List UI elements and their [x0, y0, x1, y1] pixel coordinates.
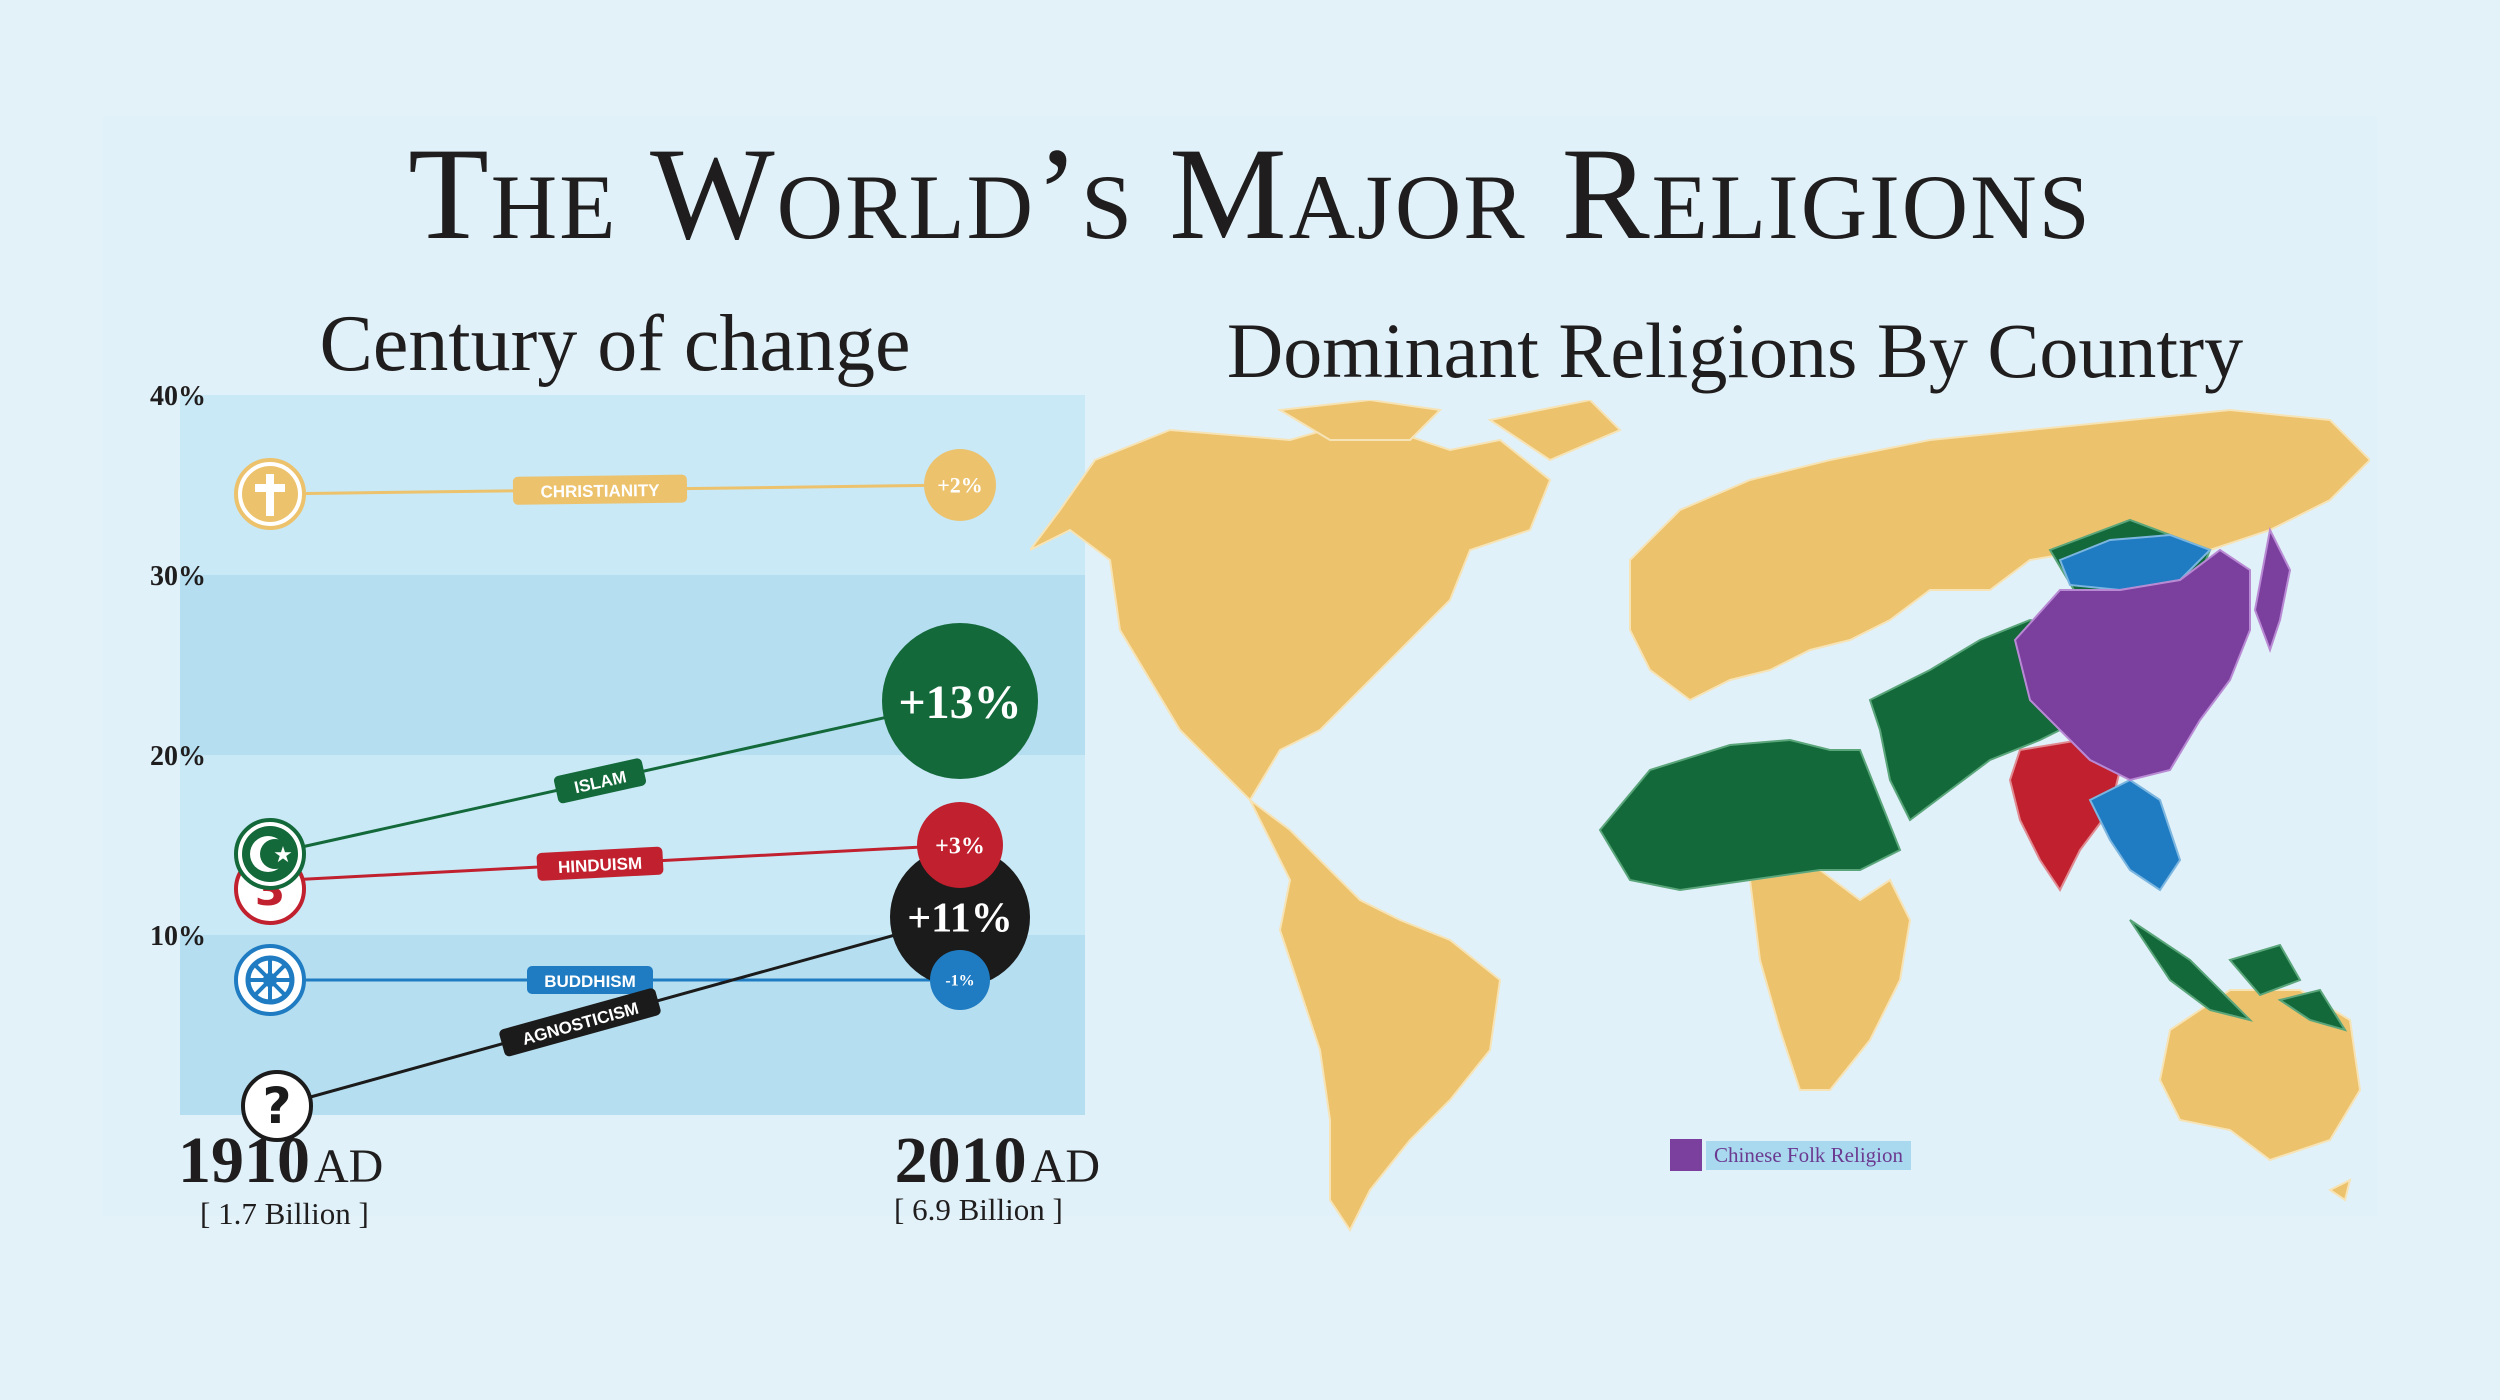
legend-label-folk: Chinese Folk Religion: [1706, 1140, 1911, 1170]
y-tick-label: 20%: [150, 741, 206, 772]
y-tick-label: 40%: [150, 381, 206, 412]
hinduism-series-label: HINDUISM: [558, 854, 643, 877]
islam-end-bubble: [882, 623, 1038, 779]
religion-change-chart: 40%30%20%10%CHRISTIANITYISLAMHINDUISMBUD…: [150, 381, 1085, 1142]
start-year-label: 1910 AD: [178, 1128, 418, 1194]
y-tick-label: 30%: [150, 561, 206, 592]
start-population: [ 1.7 Billion ]: [200, 1196, 369, 1231]
end-year: 2010: [894, 1124, 1027, 1197]
map-legend: Chinese Folk Religion: [1670, 1138, 1911, 1172]
world-map: [1030, 400, 2370, 1232]
buddhism-label-bg: [527, 966, 653, 994]
agnosticism-label-bg: [499, 988, 661, 1057]
question-mark-icon: ?: [262, 1077, 291, 1135]
christianity-series-label: CHRISTIANITY: [540, 481, 660, 502]
cross-icon: [266, 474, 274, 516]
end-population: [ 6.9 Billion ]: [894, 1192, 1063, 1227]
start-year: 1910: [178, 1124, 310, 1197]
dharma-wheel-spoke: [253, 978, 272, 997]
agnosticism-change-label: +11%: [907, 896, 1013, 942]
crescent-cut: [260, 839, 290, 869]
map-land-folk: [2013, 526, 2292, 782]
islam-label-bg: [554, 758, 646, 804]
christianity-label-pill: CHRISTIANITY: [512, 474, 688, 505]
cross-icon-bar: [255, 484, 285, 492]
buddhism-change-label: -1%: [945, 973, 974, 990]
hinduism-label-bg: [536, 846, 664, 881]
dharma-wheel-spoke: [268, 963, 287, 982]
end-era: AD: [1030, 1140, 1100, 1193]
agnosticism-end-bubble: [890, 847, 1030, 987]
hinduism-change-label: +3%: [935, 833, 985, 859]
buddhism-label-pill: BUDDHISM: [527, 966, 653, 994]
dharma-wheel-spoke: [268, 978, 287, 997]
christianity-end-bubble: [924, 449, 996, 521]
agnosticism-start-circle: [241, 1070, 313, 1142]
star-icon: ★: [273, 843, 293, 868]
chart-title: Century of change: [319, 300, 911, 388]
dharma-wheel-spoke: [253, 963, 272, 982]
buddhism-end-bubble: [930, 950, 990, 1010]
legend-swatch-folk: [1670, 1139, 1702, 1171]
christianity-label-bg: [512, 474, 688, 505]
buddhism-series-label: BUDDHISM: [544, 972, 636, 991]
hinduism-end-bubble: [917, 802, 1003, 888]
hinduism-label-pill: HINDUISM: [536, 846, 664, 881]
end-year-label: 2010 AD: [860, 1128, 1100, 1194]
map-land-christianity: [1030, 400, 2370, 1232]
map-title: Dominant Religions By Country: [1226, 307, 2244, 394]
y-tick-label: 10%: [150, 921, 206, 952]
start-era: AD: [314, 1140, 384, 1193]
page-title: The World’s Major Religions: [408, 120, 2092, 267]
map-land-buddhism: [2058, 533, 2212, 892]
christianity-change-label: +2%: [937, 473, 983, 498]
islam-change-label: +13%: [898, 676, 1021, 729]
